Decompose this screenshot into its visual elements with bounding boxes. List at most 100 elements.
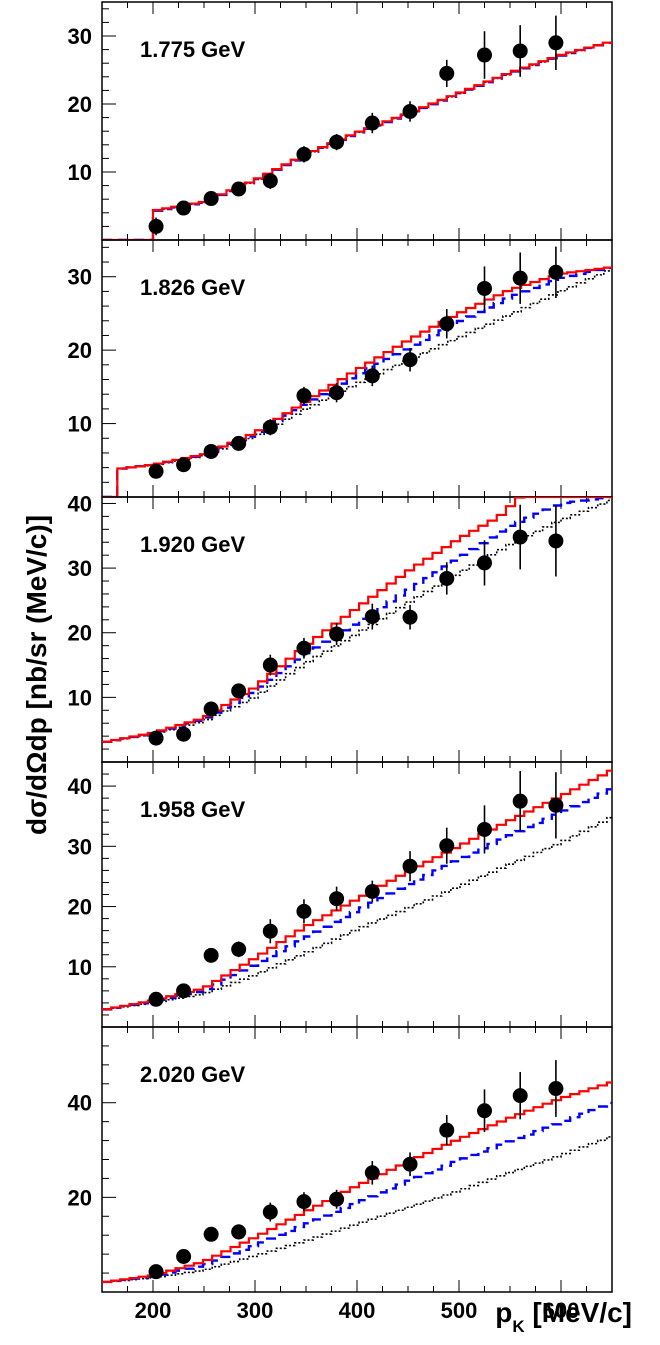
x-tick-label: 600	[543, 1298, 580, 1323]
data-point	[203, 1226, 219, 1242]
data-point	[176, 983, 192, 999]
data-points	[148, 246, 564, 479]
data-point	[477, 555, 492, 571]
curves	[102, 266, 612, 497]
data-point	[296, 640, 312, 656]
data-point	[148, 463, 164, 479]
y-tick-label: 10	[68, 412, 92, 437]
y-tick-label: 40	[68, 1091, 92, 1116]
y-tick-label: 20	[68, 1185, 92, 1210]
y-tick-label: 20	[68, 621, 92, 646]
data-point	[176, 726, 192, 742]
data-point	[512, 793, 528, 809]
data-point	[548, 264, 564, 280]
data-points	[148, 504, 564, 746]
data-point	[203, 191, 219, 207]
y-tick-label: 40	[68, 491, 92, 516]
y-tick-label: 20	[68, 92, 92, 117]
data-point	[512, 270, 528, 286]
model-curve-black	[102, 816, 612, 1011]
data-point	[402, 1156, 418, 1172]
data-point	[262, 1204, 278, 1220]
model-curve-black	[102, 1136, 612, 1283]
data-point	[262, 419, 278, 435]
y-tick-label: 30	[68, 556, 92, 581]
data-point	[548, 797, 564, 813]
data-point	[296, 1194, 312, 1210]
data-point	[296, 388, 312, 404]
energy-label: 1.920 GeV	[140, 532, 246, 557]
model-curve-black	[102, 270, 612, 497]
data-point	[148, 991, 164, 1007]
model-curve-blue	[102, 1101, 612, 1284]
data-point	[329, 134, 345, 150]
data-point	[364, 609, 380, 625]
data-point	[364, 368, 380, 384]
data-point	[296, 146, 312, 162]
data-point	[262, 173, 278, 189]
panel-1: 10 20 30 1.775 GeV	[68, 1, 613, 241]
energy-label: 1.958 GeV	[140, 797, 246, 822]
x-axis-title-unit: [MeV/c]	[525, 1297, 632, 1328]
model-curve-red	[102, 266, 612, 497]
data-point	[548, 1081, 564, 1097]
data-point	[512, 529, 528, 545]
data-point	[477, 821, 492, 837]
y-tick-label: 10	[68, 685, 92, 710]
x-axis-title-subscript: K	[512, 1317, 525, 1336]
data-point	[176, 1249, 192, 1265]
data-point	[262, 923, 278, 939]
data-point	[203, 701, 219, 717]
data-point	[231, 435, 247, 451]
data-point	[203, 947, 219, 963]
y-tick-label: 10	[68, 160, 92, 185]
data-point	[329, 626, 345, 642]
data-point	[148, 218, 164, 234]
x-axis-title-main: p	[495, 1297, 512, 1328]
data-point	[296, 903, 312, 919]
data-point	[231, 1224, 247, 1240]
data-point	[439, 838, 455, 854]
data-point	[402, 858, 418, 874]
data-point	[477, 47, 492, 63]
data-point	[439, 65, 455, 81]
panel-4: 10 20 30 40 1.958 GeV	[68, 761, 613, 1028]
panel-5: 20 40 2.020 GeV	[68, 1026, 613, 1293]
x-tick-label: 300	[237, 1298, 274, 1323]
x-axis-title: pK [MeV/c]	[495, 1297, 632, 1336]
data-point	[402, 609, 418, 625]
data-point	[548, 533, 564, 549]
data-point	[477, 1103, 492, 1119]
y-axis-title: dσ/dΩdp [nb/sr (MeV/c)]	[21, 515, 52, 835]
data-point	[329, 1191, 345, 1207]
data-point	[512, 1088, 528, 1104]
data-point	[364, 883, 380, 899]
data-point	[203, 443, 219, 459]
y-tick-label: 20	[68, 895, 92, 920]
data-point	[364, 115, 380, 131]
data-point	[364, 1165, 380, 1181]
y-tick-label: 30	[68, 834, 92, 859]
energy-label: 1.775 GeV	[140, 37, 246, 62]
data-point	[262, 657, 278, 673]
y-tick-label: 20	[68, 338, 92, 363]
data-points	[148, 771, 564, 1007]
energy-label: 1.826 GeV	[140, 275, 246, 300]
data-point	[512, 43, 528, 59]
panel-2: 10 20 30 1.826 GeV	[68, 239, 613, 498]
data-point	[148, 1264, 164, 1280]
data-point	[231, 941, 247, 957]
y-tick-label: 30	[68, 265, 92, 290]
y-tick-label: 30	[68, 24, 92, 49]
data-point	[176, 457, 192, 473]
data-point	[439, 570, 455, 586]
y-tick-label: 10	[68, 955, 92, 980]
data-points	[148, 1060, 564, 1280]
x-tick-label: 500	[441, 1298, 478, 1323]
data-point	[231, 181, 247, 197]
curves	[102, 1081, 612, 1284]
x-tick-label: 200	[135, 1298, 172, 1323]
model-curve-red	[102, 1081, 612, 1283]
data-point	[402, 103, 418, 119]
data-point	[402, 352, 418, 368]
